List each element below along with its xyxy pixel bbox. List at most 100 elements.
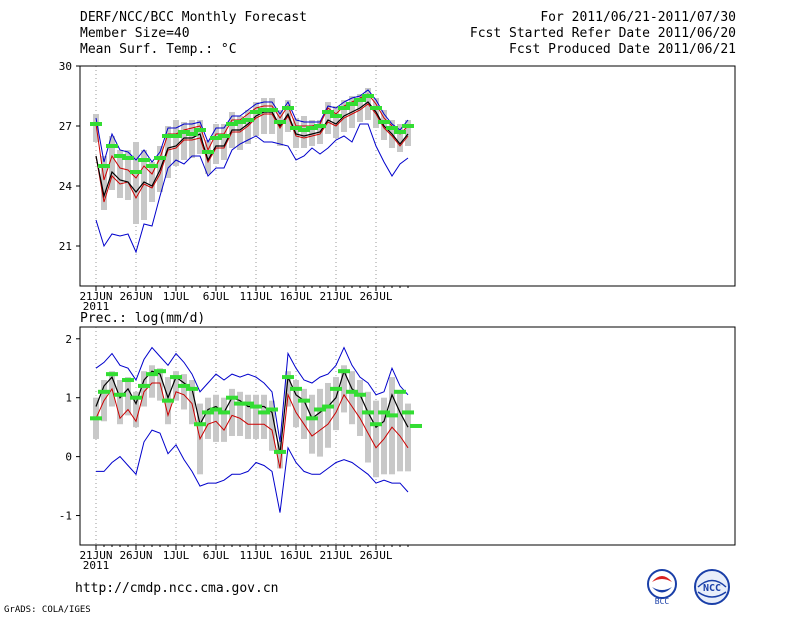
prec-line-envelope_min: [96, 429, 409, 513]
temp-spread-box: [189, 120, 195, 158]
grads-credit: GrADS: COLA/IGES: [4, 605, 91, 615]
prec-year-label: 2011: [83, 559, 110, 572]
prec-spread-box: [317, 388, 323, 457]
temp-spread-box: [165, 126, 171, 178]
temp-obs-marker: [114, 154, 126, 158]
prec-spread-box: [309, 394, 315, 454]
prec-spread-box: [397, 391, 403, 472]
temp-ytick-label: 24: [59, 180, 73, 193]
temp-spread-box: [149, 162, 155, 202]
temp-obs-marker: [194, 128, 206, 132]
prec-ytick-label: 0: [65, 451, 72, 464]
temp-spread-box: [397, 124, 403, 152]
temp-obs-marker: [378, 120, 390, 124]
prec-spread-box: [149, 365, 155, 398]
temp-spread-box: [117, 150, 123, 198]
prec-ytick-label: 1: [65, 392, 72, 405]
prec-obs-marker: [282, 375, 294, 380]
prec-obs-marker: [298, 398, 310, 403]
prec-spread-box: [245, 394, 251, 439]
temp-obs-marker: [354, 98, 366, 102]
temp-obs-marker: [346, 102, 358, 106]
prec-panel: Prec.: log(mm/d) -1 0 1 2 21JUN 26JUN 1JUL 6JUL 1…: [59, 311, 736, 572]
temp-spread-box: [237, 116, 243, 150]
prec-obs-marker: [146, 372, 158, 377]
temp-obs-marker: [226, 122, 238, 126]
bcc-logo: BCC: [647, 569, 677, 606]
prec-spread-box: [357, 380, 363, 436]
prec-obs-marker: [362, 410, 374, 415]
source-url[interactable]: http://cmdp.ncc.cma.gov.cn: [75, 581, 279, 596]
temp-ytick-label: 21: [59, 240, 72, 253]
prec-obs-marker: [154, 369, 166, 374]
temp-line-envelope_max: [95, 89, 409, 163]
prec-spread-box: [125, 377, 131, 416]
temp-obs-marker: [242, 118, 254, 122]
prec-ytick-label: 2: [65, 333, 72, 346]
prec-spread-box: [301, 388, 307, 439]
temp-xtick-label: 1JUL: [163, 290, 190, 303]
temp-obs-marker: [250, 110, 262, 114]
prec-obs-marker: [122, 378, 134, 383]
prec-obs-marker: [162, 398, 174, 403]
temp-spread-box: [109, 136, 115, 190]
temp-xtick-label: 11JUL: [239, 290, 272, 303]
temp-obs-marker: [218, 134, 230, 138]
temp-obs-marker: [234, 120, 246, 124]
prec-obs-marker: [322, 404, 334, 409]
ncc-logo-text: NCC: [703, 583, 721, 594]
temp-obs-marker: [330, 114, 342, 118]
temp-obs-marker: [314, 124, 326, 128]
prec-obs-marker: [250, 404, 262, 409]
prec-spread-box: [381, 397, 387, 475]
temp-spread-box: [181, 122, 187, 160]
prec-ytick-label: -1: [59, 510, 72, 523]
prec-obs-marker: [306, 416, 318, 421]
forecast-period: For 2011/06/21-2011/07/30: [540, 10, 736, 25]
prec-obs-marker: [186, 386, 198, 391]
prec-xtick-label: 11JUL: [239, 549, 272, 562]
temp-spread-box: [253, 102, 259, 136]
prec-obs-marker: [410, 423, 422, 428]
prec-obs-marker: [178, 383, 190, 388]
temp-obs-marker: [130, 170, 142, 174]
prec-obs-marker: [258, 410, 270, 415]
temp-xtick-label: 26JUL: [359, 290, 392, 303]
temp-spread-box: [261, 98, 267, 134]
prec-spread-box: [253, 394, 259, 439]
variable-label: Mean Surf. Temp.: °C: [80, 42, 237, 57]
prec-spread-box: [293, 380, 299, 428]
prec-spread-box: [341, 365, 347, 413]
prec-obs-marker: [330, 386, 342, 391]
temp-obs-marker: [338, 106, 350, 110]
prec-spread-box: [117, 380, 123, 425]
temp-obs-marker: [98, 164, 110, 168]
temp-obs-marker: [258, 108, 270, 112]
prec-spread-box: [141, 371, 147, 407]
temp-obs-marker: [162, 134, 174, 138]
prec-obs-marker: [106, 372, 118, 377]
prec-obs-marker: [314, 407, 326, 412]
prec-xtick-label: 26JUL: [359, 549, 392, 562]
prec-obs-marker: [370, 422, 382, 427]
prec-obs-marker: [194, 422, 206, 427]
prec-obs-marker: [394, 389, 406, 394]
prec-spread-box: [333, 377, 339, 431]
prec-spread-box: [213, 394, 219, 442]
prec-panel-title: Prec.: log(mm/d): [80, 311, 205, 326]
temp-obs-marker: [154, 156, 166, 160]
produced-date: Fcst Produced Date 2011/06/21: [509, 42, 736, 57]
prec-xtick-label: 1JUL: [163, 549, 190, 562]
prec-obs-marker: [242, 401, 254, 406]
prec-obs-marker: [98, 389, 110, 394]
temp-obs-marker: [274, 120, 286, 124]
prec-obs-marker: [290, 386, 302, 391]
prec-spread-box: [181, 374, 187, 410]
temp-obs-marker: [146, 164, 158, 168]
prec-spread-box: [373, 400, 379, 478]
temp-year-label: 2011: [83, 300, 110, 313]
temp-xtick-label: 16JUL: [279, 290, 312, 303]
prec-obs-marker: [202, 410, 214, 415]
header-left: DERF/NCC/BCC Monthly Forecast Member Siz…: [80, 10, 307, 58]
temp-xtick-label: 21JUL: [319, 290, 352, 303]
